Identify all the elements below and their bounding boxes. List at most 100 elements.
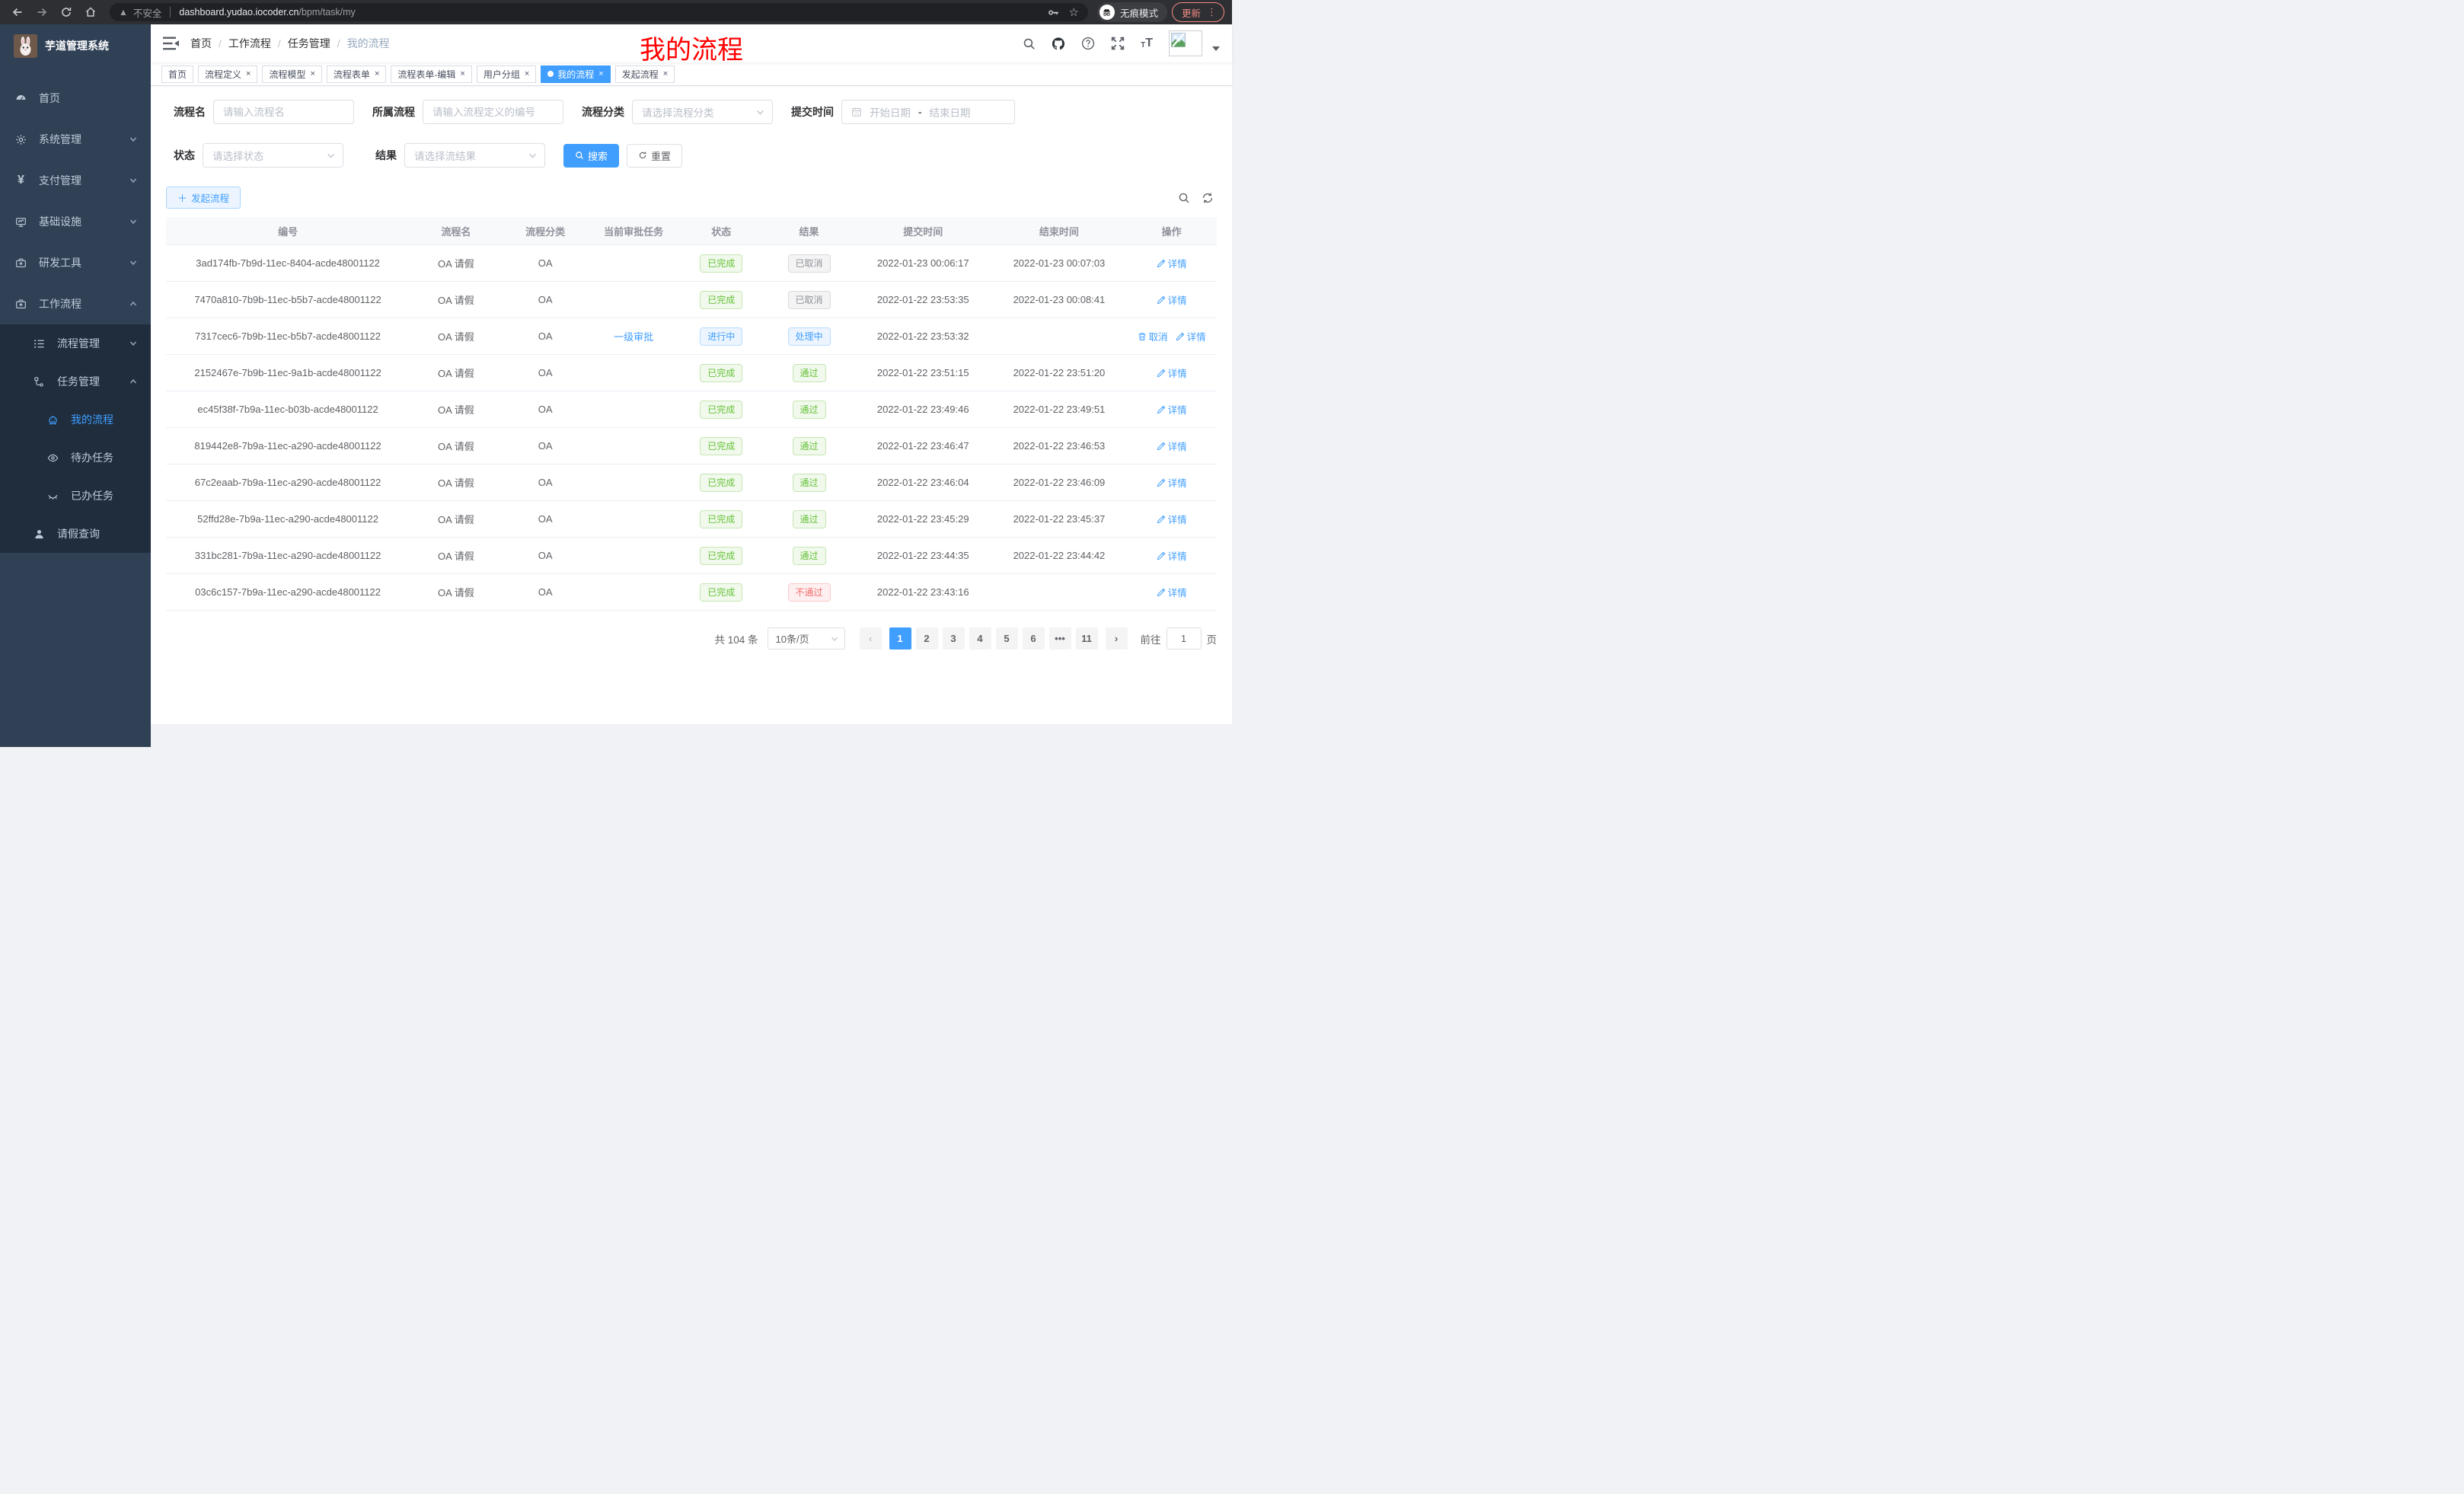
page-button-3[interactable]: 3 — [942, 627, 965, 650]
browser-reload-button[interactable] — [56, 2, 76, 22]
url-text[interactable]: dashboard.yudao.iocoder.cn/bpm/task/my — [179, 7, 355, 18]
sidebar-item-payment[interactable]: ¥ 支付管理 — [0, 160, 151, 201]
prev-page-button[interactable]: ‹ — [859, 627, 882, 650]
row-current-task: 一级审批 — [589, 329, 679, 343]
tab-close-icon[interactable]: × — [598, 69, 604, 78]
detail-action-link[interactable]: 详情 — [1157, 256, 1187, 270]
avatar-caret-icon[interactable] — [1212, 46, 1220, 51]
page-ellipsis[interactable]: ••• — [1048, 627, 1071, 650]
select-placeholder: 请选择状态 — [212, 151, 264, 162]
page-button-4[interactable]: 4 — [969, 627, 991, 650]
avatar[interactable] — [1169, 30, 1202, 56]
row-submit-time: 2022-01-22 23:44:35 — [876, 550, 969, 561]
page-button-2[interactable]: 2 — [915, 627, 938, 650]
tab-close-icon[interactable]: × — [374, 69, 380, 78]
edit-icon — [1157, 295, 1165, 304]
tab-6[interactable]: 我的流程 × — [541, 65, 611, 83]
sidebar-item-system[interactable]: 系统管理 — [0, 119, 151, 160]
sidebar-item-dev-tools[interactable]: 研发工具 — [0, 242, 151, 283]
current-task-link[interactable]: 一级审批 — [614, 331, 654, 343]
sidebar-item-process-mgmt[interactable]: 流程管理 — [0, 324, 151, 362]
sidebar-item-task-mgmt[interactable]: 任务管理 — [0, 362, 151, 401]
detail-action-link[interactable]: 详情 — [1157, 548, 1187, 563]
help-icon[interactable] — [1081, 37, 1095, 50]
page-button-5[interactable]: 5 — [995, 627, 1018, 650]
sidebar-item-home[interactable]: 首页 — [0, 78, 151, 119]
search-icon[interactable] — [1022, 37, 1036, 50]
next-page-button[interactable]: › — [1105, 627, 1128, 650]
detail-action-link[interactable]: 详情 — [1157, 439, 1187, 453]
process-def-input[interactable] — [423, 100, 563, 124]
cancel-action-link[interactable]: 取消 — [1138, 329, 1168, 343]
browser-update-button[interactable]: 更新 ⋮ — [1171, 2, 1224, 22]
reset-button[interactable]: 重置 — [627, 143, 683, 168]
bookmark-star-icon[interactable]: ☆ — [1068, 6, 1079, 19]
github-icon[interactable] — [1052, 37, 1065, 50]
tab-label: 发起流程 — [621, 69, 659, 80]
detail-action-link[interactable]: 详情 — [1157, 366, 1187, 380]
submit-time-range-picker[interactable]: 开始日期 - 结束日期 — [841, 100, 1015, 124]
chevron-down-icon — [327, 153, 334, 158]
tab-close-icon[interactable]: × — [310, 69, 315, 78]
sidebar-toggle-icon[interactable] — [163, 36, 180, 51]
tab-4[interactable]: 流程表单-编辑 × — [391, 65, 472, 83]
password-key-icon[interactable] — [1047, 6, 1060, 19]
status-select[interactable]: 请选择状态 — [203, 143, 343, 168]
tab-close-icon[interactable]: × — [246, 69, 251, 78]
browser-home-button[interactable] — [81, 2, 101, 22]
tab-7[interactable]: 发起流程 × — [614, 65, 675, 83]
page-button-6[interactable]: 6 — [1022, 627, 1045, 650]
list-icon — [34, 339, 44, 348]
sidebar-item-done-tasks[interactable]: 已办任务 — [0, 477, 151, 515]
detail-action-link[interactable]: 详情 — [1157, 475, 1187, 490]
sidebar-item-infrastructure[interactable]: 基础设施 — [0, 201, 151, 242]
app-logo-row[interactable]: 芋道管理系统 — [0, 24, 151, 67]
sidebar-item-my-process[interactable]: 我的流程 — [0, 401, 151, 439]
filter-row-2: 状态 请选择状态 结果 请选择流结果 搜索 重置 — [166, 143, 1217, 168]
security-warning-icon[interactable]: ▲ — [119, 7, 128, 18]
security-label[interactable]: 不安全 — [132, 8, 162, 19]
tab-label: 流程模型 — [269, 69, 306, 80]
sidebar-item-workflow[interactable]: 工作流程 — [0, 283, 151, 324]
process-name-input[interactable] — [213, 100, 354, 124]
toggle-search-icon[interactable] — [1178, 192, 1190, 204]
table-row: 819442e8-7b9a-11ec-a290-acde48001122 OA … — [166, 428, 1217, 464]
chevron-down-icon — [831, 637, 838, 641]
row-process-name: OA 请假 — [438, 258, 474, 270]
tab-1[interactable]: 流程定义 × — [198, 65, 258, 83]
page-button-1[interactable]: 1 — [889, 627, 911, 650]
detail-action-link[interactable]: 详情 — [1157, 512, 1187, 526]
chevron-down-icon — [129, 259, 137, 267]
sidebar-item-todo-tasks[interactable]: 待办任务 — [0, 439, 151, 477]
result-select[interactable]: 请选择流结果 — [404, 143, 545, 168]
detail-action-link[interactable]: 详情 — [1157, 585, 1187, 599]
tab-2[interactable]: 流程模型 × — [262, 65, 322, 83]
tab-close-icon[interactable]: × — [662, 69, 669, 78]
browser-back-button[interactable] — [8, 2, 27, 22]
create-process-button[interactable]: ＋ 发起流程 — [166, 187, 241, 209]
breadcrumb-task-mgmt[interactable]: 任务管理 — [287, 37, 330, 49]
tab-5[interactable]: 用户分组 × — [476, 65, 537, 83]
search-button[interactable]: 搜索 — [563, 143, 620, 168]
category-select[interactable]: 请选择流程分类 — [632, 100, 773, 124]
tab-close-icon[interactable]: × — [524, 69, 530, 78]
column-header: 结束时间 — [1039, 225, 1079, 238]
detail-action-link[interactable]: 详情 — [1157, 292, 1187, 307]
refresh-table-icon[interactable] — [1202, 192, 1214, 204]
tab-0[interactable]: 首页 — [161, 65, 194, 83]
page-size-select[interactable]: 10条/页 — [767, 627, 845, 650]
browser-menu-dots-icon[interactable]: ⋮ — [1207, 6, 1217, 18]
breadcrumb-workflow[interactable]: 工作流程 — [228, 37, 271, 49]
fullscreen-icon[interactable] — [1111, 37, 1125, 50]
tab-3[interactable]: 流程表单 × — [326, 65, 387, 83]
sidebar-item-leave-query[interactable]: 请假查询 — [0, 515, 151, 553]
detail-action-link[interactable]: 详情 — [1176, 329, 1206, 343]
tab-close-icon[interactable]: × — [460, 69, 465, 78]
browser-forward-button[interactable] — [32, 2, 52, 22]
page-button-11[interactable]: 11 — [1075, 627, 1098, 650]
detail-action-link[interactable]: 详情 — [1157, 402, 1187, 417]
breadcrumb-home[interactable]: 首页 — [190, 37, 212, 49]
goto-page-input[interactable] — [1166, 627, 1202, 650]
address-bar[interactable]: ▲ 不安全 dashboard.yudao.iocoder.cn/bpm/tas… — [110, 3, 1088, 21]
